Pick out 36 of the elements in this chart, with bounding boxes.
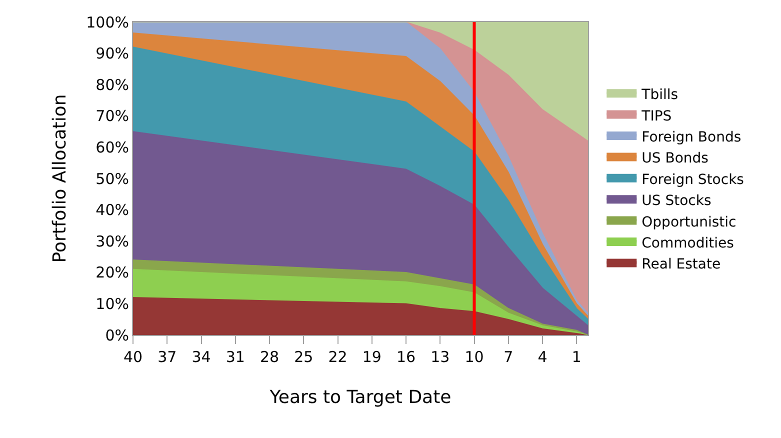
legend-label: US Stocks (642, 193, 712, 210)
y-tick-label: 50% (96, 170, 129, 188)
x-tick-label: 22 (328, 348, 348, 366)
x-tick-label: 4 (538, 348, 548, 366)
x-tick-label: 10 (464, 348, 484, 366)
legend-label: Commodities (642, 235, 734, 252)
y-tick-label: 0% (105, 326, 129, 344)
x-tick-label: 25 (294, 348, 314, 366)
x-tick-label: 13 (430, 348, 450, 366)
x-tick-label: 1 (572, 348, 582, 366)
y-axis-title: Portfolio Allocation (49, 94, 70, 263)
legend-label: Foreign Bonds (642, 129, 742, 146)
x-tick-label: 19 (362, 348, 382, 366)
legend-label: Opportunistic (642, 214, 736, 230)
y-tick-label: 30% (96, 232, 129, 250)
y-tick-label: 40% (96, 201, 129, 220)
x-tick-label: 31 (226, 348, 245, 366)
y-tick-label: 60% (96, 138, 129, 156)
y-tick-label: 100% (86, 13, 129, 32)
y-tick-label: 10% (96, 294, 129, 313)
y-tick-label: 80% (96, 76, 129, 94)
x-tick-label: 37 (158, 348, 177, 366)
x-tick-label: 7 (504, 348, 514, 366)
x-axis-title: Years to Target Date (268, 387, 452, 408)
x-tick-label: 40 (123, 348, 143, 366)
x-tick-label: 16 (396, 348, 416, 366)
legend-label: Foreign Stocks (642, 172, 744, 188)
legend-label: Real Estate (642, 256, 721, 273)
y-tick-label: 20% (96, 264, 129, 282)
x-tick-label: 34 (192, 348, 211, 366)
y-tick-label: 70% (96, 107, 129, 126)
x-tick-label: 28 (260, 348, 280, 366)
legend-label: US Bonds (642, 150, 708, 167)
y-tick-label: 90% (96, 44, 129, 63)
legend-label: Tbills (640, 87, 678, 104)
legend-label: TIPS (640, 108, 672, 124)
